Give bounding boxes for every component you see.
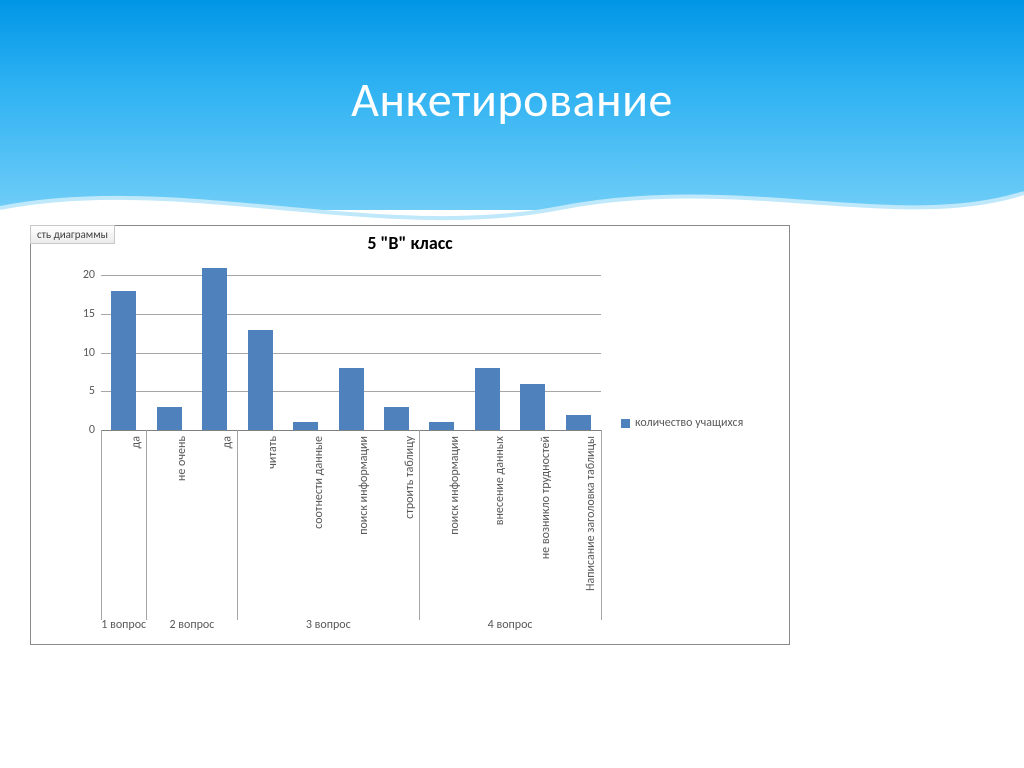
bars [101, 260, 601, 430]
y-tick-label: 20 [65, 268, 95, 282]
y-tick-label: 10 [65, 346, 95, 360]
group-labels: 1 вопрос 2 вопрос 3 вопрос 4 вопрос [101, 618, 601, 638]
y-tick-label: 5 [65, 384, 95, 398]
group-separator [101, 430, 102, 620]
bar [157, 407, 182, 430]
bar [339, 368, 364, 430]
plot-area: 05101520 [101, 260, 601, 430]
x-axis-line [101, 430, 601, 431]
group-label: 2 вопрос [169, 618, 214, 632]
bar [475, 368, 500, 430]
legend-swatch [621, 419, 630, 428]
bar [520, 384, 545, 430]
x-tick-label: Написание заголовка таблицы [584, 436, 598, 591]
x-tick-label: соотнести данные [312, 436, 326, 529]
chart-region-tag: сть диаграммы [30, 225, 115, 244]
x-tick-label: читать [266, 436, 280, 469]
group-label: 4 вопрос [488, 618, 533, 632]
y-tick-label: 15 [65, 307, 95, 321]
x-tick-label: да [221, 436, 235, 448]
bar [111, 291, 136, 430]
slide-title: Анкетирование [0, 70, 1024, 129]
bar [566, 415, 591, 430]
chart-container: 5 "В" класс 05101520 дане оченьдачитатьс… [30, 225, 790, 645]
x-tick-label: поиск информации [357, 436, 371, 535]
group-separator [419, 430, 420, 620]
x-tick-label: внесение данных [493, 436, 507, 525]
x-tick-label: не возникло трудностей [539, 436, 553, 559]
x-tick-label: поиск информации [448, 436, 462, 535]
y-tick-label: 0 [65, 423, 95, 437]
group-label: 1 вопрос [101, 618, 146, 632]
bar [202, 268, 227, 430]
group-separator [601, 430, 602, 620]
x-axis-labels: да не очень да читать соотнести данные поиск … [101, 436, 601, 591]
x-tick-label: строить таблицу [402, 436, 416, 519]
group-label: 3 вопрос [306, 618, 351, 632]
bar [248, 330, 273, 430]
bar [384, 407, 409, 430]
bar [429, 422, 454, 430]
slide: Анкетирование сть диаграммы 5 "В" класс … [0, 0, 1024, 768]
legend-label: количество учащихся [635, 416, 743, 430]
bar [293, 422, 318, 430]
x-tick-label: не очень [175, 436, 189, 481]
group-separator [146, 430, 147, 620]
legend: количество учащихся [621, 416, 743, 430]
x-tick-label: да [130, 436, 144, 448]
chart-title: 5 "В" класс [31, 232, 789, 254]
group-separator [237, 430, 238, 620]
